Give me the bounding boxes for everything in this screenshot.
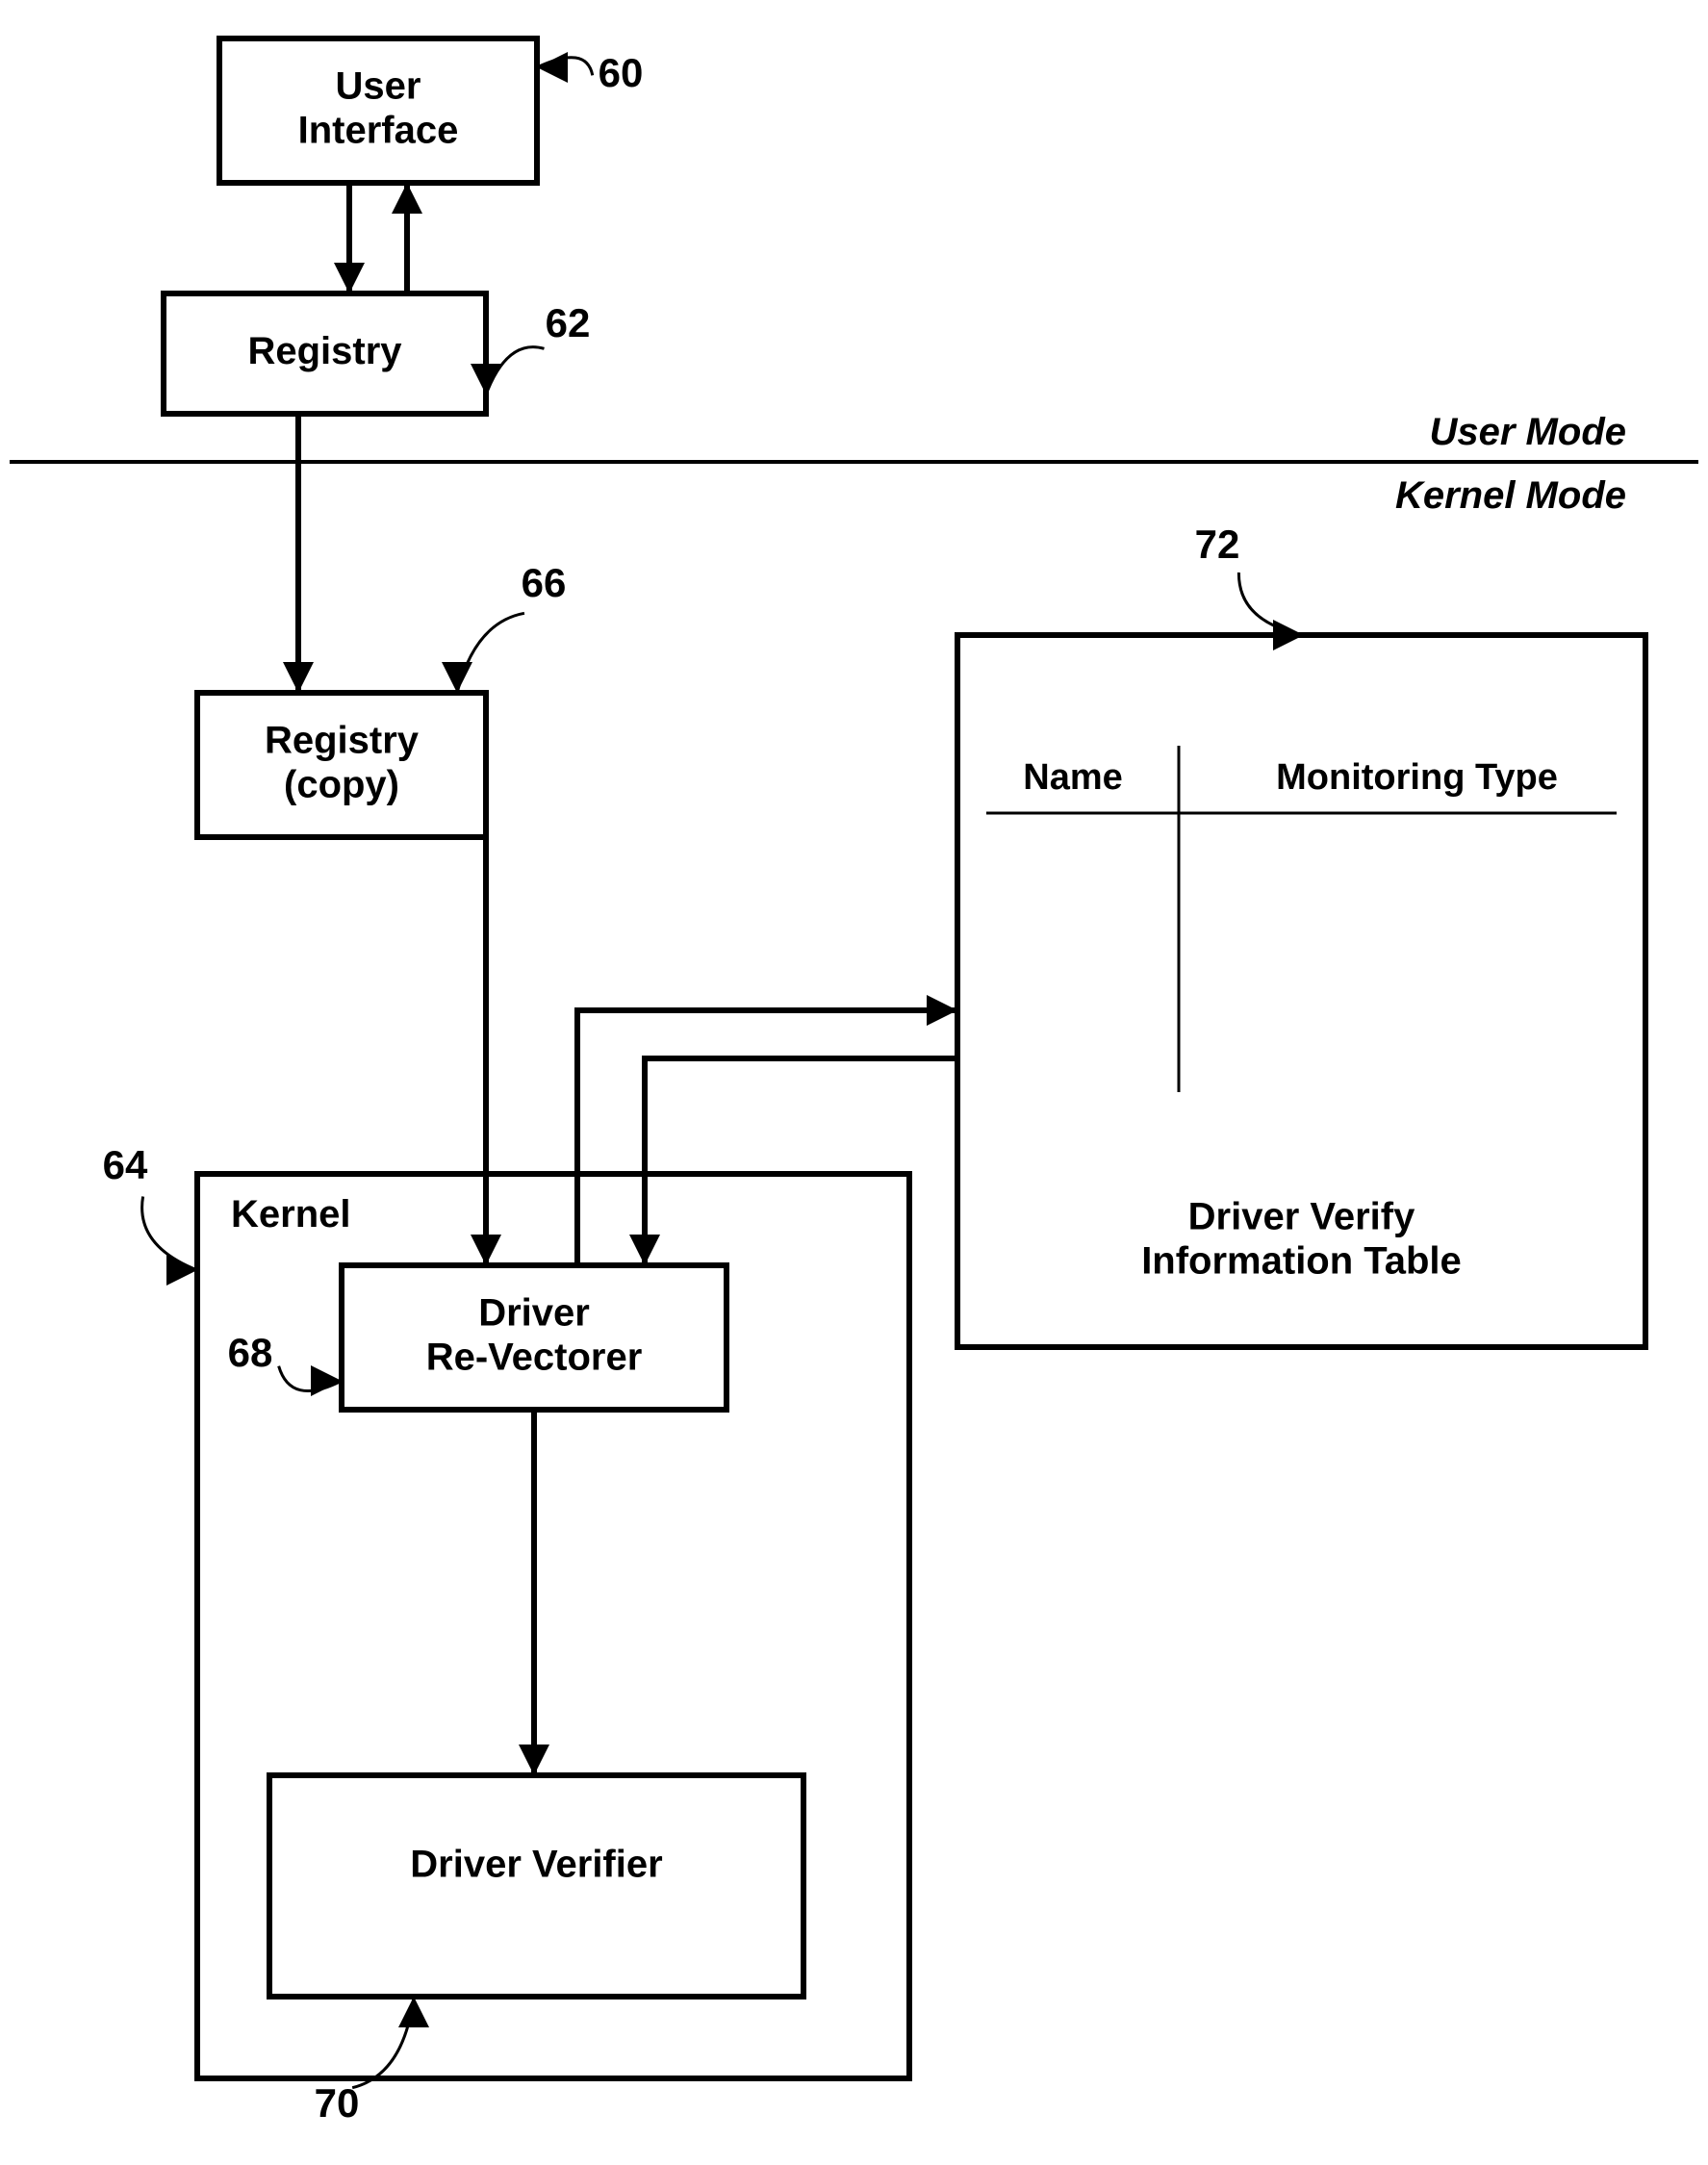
driver-revectorer-label-line-1: Re-Vectorer [426,1337,643,1379]
registry-label-line-0: Registry [247,330,402,372]
table-col-monitoring-type: Monitoring Type [1276,757,1558,798]
driver-revectorer-label-line-0: Driver [478,1292,590,1335]
ref-72: 72 [1195,522,1240,567]
arrowhead [166,1255,197,1286]
user-mode-label: User Mode [1430,411,1627,453]
user-interface-label-line-1: Interface [298,110,459,152]
registry-copy-label-line-1: (copy) [284,764,399,806]
arrowhead [283,662,314,693]
ref-64: 64 [103,1142,148,1187]
user-interface-label-line-0: User [336,65,421,108]
table-col-name: Name [1023,757,1123,798]
arrowhead [927,995,957,1026]
driver-verifier-box [269,1775,803,1997]
arrowhead [392,183,422,214]
ref-60: 60 [599,50,644,95]
ref-leader-72 [1238,573,1304,635]
arrowhead [442,662,472,693]
driver-verifier-label-line-0: Driver Verifier [410,1844,662,1886]
registry-copy-label-line-0: Registry [265,720,420,762]
arrowhead [537,52,568,83]
ref-leader-66 [457,613,524,693]
kernel-title: Kernel [231,1193,351,1235]
table-caption-line-0: Driver Verify [1188,1196,1415,1238]
kernel-mode-label: Kernel Mode [1395,474,1626,517]
ref-66: 66 [522,560,567,605]
ref-62: 62 [546,300,591,345]
ref-68: 68 [228,1330,273,1375]
table-caption-line-1: Information Table [1141,1240,1462,1283]
arrowhead [334,263,365,293]
